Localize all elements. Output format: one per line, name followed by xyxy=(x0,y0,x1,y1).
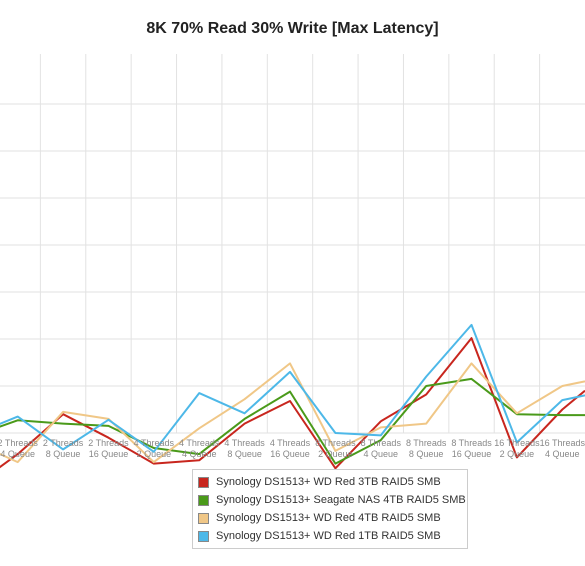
x-tick-label: 2 Threads 8 Queue xyxy=(43,438,84,459)
legend-label: Synology DS1513+ WD Red 4TB RAID5 SMB xyxy=(216,512,441,524)
series-line-3 xyxy=(0,362,585,464)
legend-label: Synology DS1513+ WD Red 1TB RAID5 SMB xyxy=(216,530,441,542)
x-tick-label: 4 Threads 8 Queue xyxy=(224,438,265,459)
x-tick-label: 2 Threads 4 Queue xyxy=(0,438,38,459)
series-line-1 xyxy=(0,337,585,470)
x-tick-label: 4 Threads 4 Queue xyxy=(179,438,220,459)
x-tick-label: 2 Threads 16 Queue xyxy=(88,438,129,459)
x-tick-label: 16 Threads 4 Queue xyxy=(540,438,585,459)
chart-title: 8K 70% Read 30% Write [Max Latency] xyxy=(146,20,439,37)
legend-label: Synology DS1513+ Seagate NAS 4TB RAID5 S… xyxy=(216,494,466,506)
legend-swatch xyxy=(198,476,209,488)
x-tick-label: 8 Threads 16 Queue xyxy=(451,438,492,459)
legend-item: Synology DS1513+ WD Red 1TB RAID5 SMB xyxy=(198,527,467,545)
legend-swatch xyxy=(198,512,209,524)
legend-item: Synology DS1513+ WD Red 4TB RAID5 SMB xyxy=(198,509,467,527)
series-line-4 xyxy=(0,323,585,453)
legend-item: Synology DS1513+ WD Red 3TB RAID5 SMB xyxy=(198,473,467,491)
x-tick-label: 8 Threads 8 Queue xyxy=(406,438,447,459)
x-tick-label: 16 Threads 2 Queue xyxy=(494,438,540,459)
x-tick-label: 8 Threads 4 Queue xyxy=(361,438,402,459)
legend: Synology DS1513+ WD Red 3TB RAID5 SMB Syn… xyxy=(192,469,468,549)
legend-swatch xyxy=(198,494,209,506)
grid-lines xyxy=(0,54,585,434)
legend-label: Synology DS1513+ WD Red 3TB RAID5 SMB xyxy=(216,476,441,488)
legend-swatch xyxy=(198,530,209,542)
x-tick-label: 4 Threads 2 Queue xyxy=(134,438,175,459)
legend-item: Synology DS1513+ Seagate NAS 4TB RAID5 S… xyxy=(198,491,467,509)
series-lines xyxy=(0,323,585,470)
x-tick-label: 4 Threads 16 Queue xyxy=(270,438,311,459)
x-tick-label: 8 Threads 2 Queue xyxy=(315,438,356,459)
